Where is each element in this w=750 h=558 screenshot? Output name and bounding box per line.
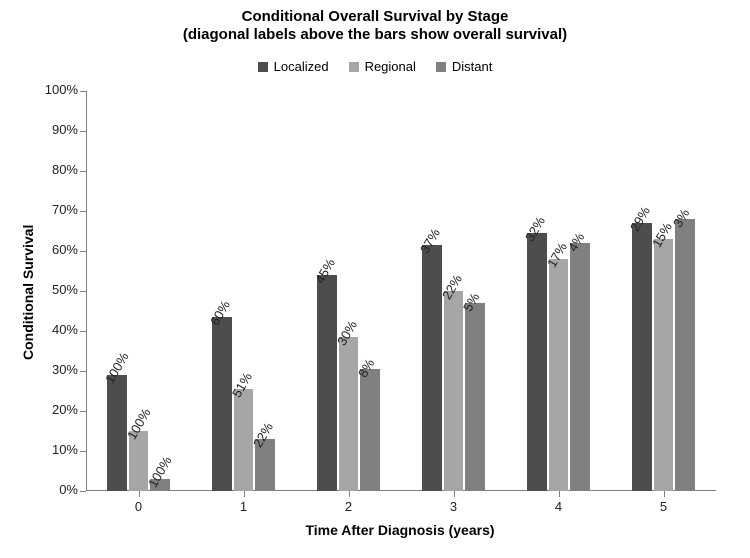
- y-tick-label: 0%: [34, 482, 78, 497]
- bar-localized-1: [212, 317, 232, 491]
- bar-regional-4: [549, 259, 569, 491]
- bar-localized-5: [632, 223, 652, 491]
- legend-item-localized: Localized: [258, 58, 329, 74]
- chart-title: Conditional Overall Survival by Stage (d…: [0, 8, 750, 44]
- y-tick-label: 80%: [34, 162, 78, 177]
- legend-label: Localized: [274, 59, 329, 74]
- y-tick-mark: [80, 291, 86, 292]
- x-tick-mark: [244, 491, 245, 497]
- y-tick-label: 40%: [34, 322, 78, 337]
- y-tick-mark: [80, 331, 86, 332]
- y-tick-mark: [80, 131, 86, 132]
- x-tick-label: 1: [240, 499, 247, 514]
- chart-title-line-2: (diagonal labels above the bars show ove…: [183, 26, 567, 43]
- bar-distant-2: [360, 369, 380, 491]
- x-tick-mark: [139, 491, 140, 497]
- x-axis-line: [86, 490, 716, 491]
- y-tick-label: 50%: [34, 282, 78, 297]
- legend-item-regional: Regional: [349, 58, 416, 74]
- x-tick-label: 4: [555, 499, 562, 514]
- bar-regional-3: [444, 291, 464, 491]
- bar-regional-5: [654, 239, 674, 491]
- y-tick-label: 20%: [34, 402, 78, 417]
- legend-item-distant: Distant: [436, 58, 492, 74]
- bar-localized-4: [527, 233, 547, 491]
- legend-swatch: [258, 62, 268, 72]
- y-tick-label: 70%: [34, 202, 78, 217]
- legend-label: Regional: [365, 59, 416, 74]
- bar-distant-4: [570, 243, 590, 491]
- y-axis-title: Conditional Survival: [20, 225, 36, 360]
- y-tick-label: 60%: [34, 242, 78, 257]
- legend-label: Distant: [452, 59, 492, 74]
- bar-overall-label: 100%: [124, 406, 154, 442]
- plot-area: 0%10%20%30%40%50%60%70%80%90%100%0100%10…: [85, 90, 717, 492]
- x-tick-mark: [559, 491, 560, 497]
- y-axis-line: [86, 91, 87, 491]
- y-tick-mark: [80, 171, 86, 172]
- bar-distant-5: [675, 219, 695, 491]
- y-tick-mark: [80, 251, 86, 252]
- x-tick-mark: [349, 491, 350, 497]
- bar-regional-2: [339, 337, 359, 491]
- y-tick-mark: [80, 451, 86, 452]
- y-tick-mark: [80, 491, 86, 492]
- bar-distant-3: [465, 303, 485, 491]
- y-tick-label: 30%: [34, 362, 78, 377]
- y-tick-label: 100%: [34, 82, 78, 97]
- chart-title-line-1: Conditional Overall Survival by Stage: [242, 8, 509, 25]
- bar-localized-3: [422, 245, 442, 491]
- x-tick-mark: [664, 491, 665, 497]
- x-tick-label: 0: [135, 499, 142, 514]
- bar-localized-2: [317, 275, 337, 491]
- chart-root: Conditional Overall Survival by Stage (d…: [0, 0, 750, 558]
- legend-swatch: [436, 62, 446, 72]
- y-tick-mark: [80, 91, 86, 92]
- y-tick-mark: [80, 411, 86, 412]
- y-tick-label: 10%: [34, 442, 78, 457]
- bar-overall-label: 100%: [102, 350, 132, 386]
- x-tick-label: 2: [345, 499, 352, 514]
- x-tick-label: 5: [660, 499, 667, 514]
- x-axis-title: Time After Diagnosis (years): [85, 522, 715, 538]
- x-tick-label: 3: [450, 499, 457, 514]
- legend-swatch: [349, 62, 359, 72]
- y-tick-label: 90%: [34, 122, 78, 137]
- bar-overall-label: 100%: [145, 454, 175, 490]
- legend: Localized Regional Distant: [0, 58, 750, 74]
- y-tick-mark: [80, 371, 86, 372]
- x-tick-mark: [454, 491, 455, 497]
- y-tick-mark: [80, 211, 86, 212]
